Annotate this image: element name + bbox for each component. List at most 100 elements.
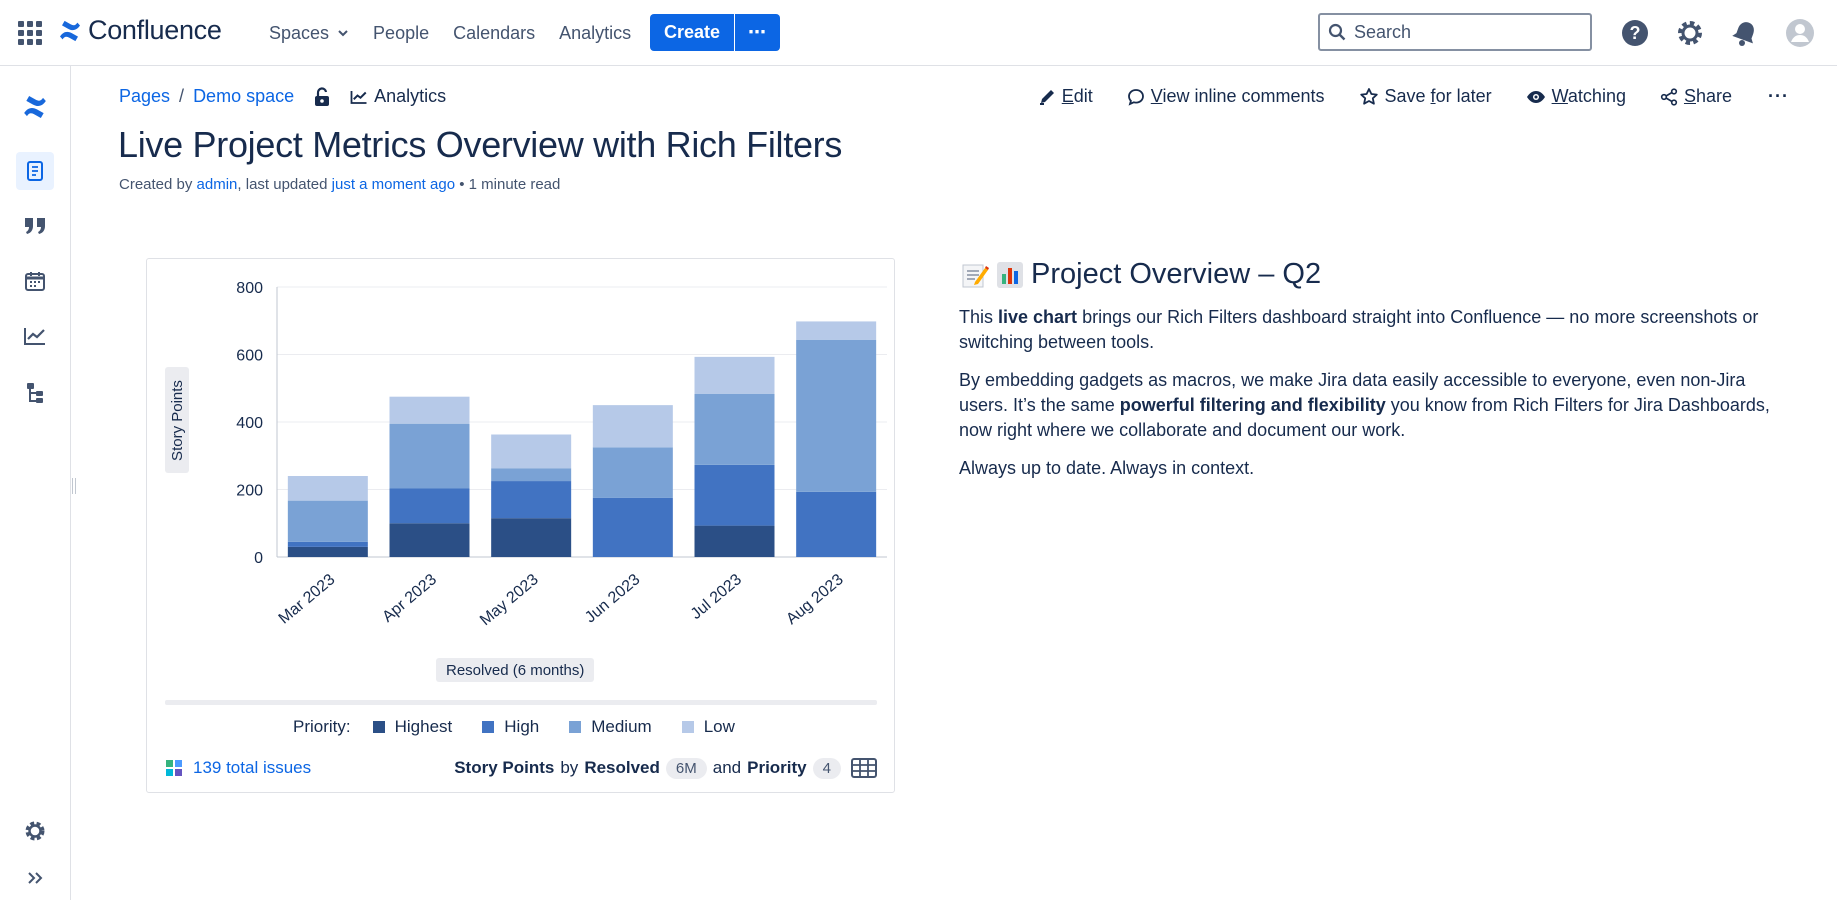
chart-legend: Priority: Highest High Medium Low [293, 717, 765, 737]
legend-item-highest[interactable]: Highest [372, 717, 452, 737]
overview-heading: Project Overview – Q2 [959, 258, 1789, 291]
calendar-icon[interactable] [16, 262, 54, 300]
bar-chart-icon [997, 261, 1023, 288]
bar-segment[interactable] [491, 481, 572, 519]
legend-swatch [569, 721, 582, 733]
bar-segment[interactable] [694, 525, 775, 557]
gear-icon[interactable] [1672, 15, 1707, 50]
legend-item-medium[interactable]: Medium [569, 717, 652, 737]
and-label: and [712, 758, 742, 777]
bar-segment[interactable] [287, 500, 368, 542]
watching-button[interactable]: Watching [1526, 86, 1626, 107]
bar-segment[interactable] [796, 491, 877, 557]
x-tick-label: Jul 2023 [688, 571, 745, 623]
nav-people[interactable]: People [361, 0, 441, 66]
bar-segment[interactable] [389, 423, 470, 489]
bar-segment[interactable] [491, 468, 572, 482]
chart-footer: 139 total issues Story Points by Resolve… [165, 754, 877, 782]
x-tick-label: Mar 2023 [276, 571, 339, 628]
bar-segment[interactable] [287, 546, 368, 557]
bar-segment[interactable] [389, 488, 470, 524]
text: brings our Rich Filters dashboard straig… [959, 307, 1759, 352]
x-axis-label[interactable]: Resolved (6 months) [436, 658, 595, 682]
bar-segment[interactable] [796, 339, 877, 492]
primary-nav: Spaces People Calendars Analytics [257, 0, 643, 66]
nav-calendars-label: Calendars [453, 22, 536, 43]
table-view-icon[interactable] [851, 758, 877, 778]
view-inline-comments-button[interactable]: View inline comments [1127, 86, 1325, 107]
bar-segment[interactable] [694, 356, 775, 394]
by-label: by [560, 758, 579, 777]
bell-icon[interactable] [1727, 15, 1762, 50]
share-button[interactable]: Share [1660, 86, 1732, 107]
save-label-a: Save [1384, 86, 1431, 106]
x-tick-label: Apr 2023 [379, 571, 440, 626]
text: By embedding gadgets as macros, we make … [959, 370, 1746, 415]
bar-segment[interactable] [592, 447, 673, 498]
expand-sidebar-icon[interactable] [16, 859, 54, 897]
legend-item-high[interactable]: High [482, 717, 539, 737]
total-issues-link[interactable]: 139 total issues [165, 758, 311, 778]
bar-segment[interactable] [694, 464, 775, 526]
hierarchy-icon[interactable] [16, 374, 54, 412]
share-label-accesskey: S [1683, 86, 1696, 106]
space-logo-icon[interactable] [16, 88, 54, 126]
confluence-logo[interactable]: Confluence [58, 15, 222, 46]
star-icon [1359, 87, 1378, 105]
legend-swatch [372, 721, 385, 733]
bar-segment[interactable] [796, 321, 877, 340]
bar-segment[interactable] [389, 396, 470, 424]
nav-spaces[interactable]: Spaces [257, 0, 361, 66]
app-switcher-icon[interactable] [18, 21, 42, 45]
memo-icon [962, 264, 989, 287]
nav-analytics[interactable]: Analytics [547, 0, 643, 66]
byline-author-link[interactable]: admin [196, 176, 238, 193]
nav-analytics-label: Analytics [559, 22, 632, 43]
save-for-later-button[interactable]: Save for later [1359, 86, 1492, 107]
legend-item-low[interactable]: Low [681, 717, 735, 737]
bar-segment[interactable] [491, 518, 572, 557]
breadcrumb-space-link[interactable]: Demo space [193, 86, 295, 106]
unlock-icon[interactable] [313, 86, 331, 107]
overview-paragraph-3: Always up to date. Always in context. [959, 458, 1255, 478]
more-actions-button[interactable]: ··· [1768, 86, 1789, 106]
breadcrumb-pages-link[interactable]: Pages [119, 86, 171, 106]
bar-segment[interactable] [287, 541, 368, 547]
create-more-button[interactable]: ⋯ [735, 14, 781, 51]
bar-segment[interactable] [287, 476, 368, 501]
y-axis-label[interactable]: Story Points [165, 367, 189, 473]
edit-label-accesskey: E [1061, 86, 1074, 106]
sidebar-resize-handle[interactable] [72, 478, 76, 494]
breadcrumb-analytics[interactable]: Analytics [350, 86, 446, 107]
pencil-icon [1039, 89, 1054, 105]
nav-calendars[interactable]: Calendars [441, 0, 547, 66]
bar-segment[interactable] [389, 523, 470, 557]
svg-text:?: ? [1629, 23, 1640, 43]
pages-icon[interactable] [16, 152, 54, 190]
create-button-group: Create ⋯ [650, 14, 781, 51]
group-count-badge[interactable]: 4 [812, 757, 841, 779]
byline-time-link[interactable]: just a moment ago [331, 176, 456, 193]
legend-label: Low [703, 717, 735, 736]
dimension-count-badge[interactable]: 6M [665, 757, 707, 779]
help-icon[interactable]: ? [1617, 15, 1652, 50]
create-button[interactable]: Create [650, 14, 736, 51]
eye-icon [1526, 90, 1545, 103]
space-settings-icon[interactable] [16, 812, 54, 850]
bar-segment[interactable] [592, 405, 673, 448]
avatar-icon[interactable] [1782, 15, 1817, 50]
save-label-accesskey: f [1430, 86, 1436, 106]
bar-segment[interactable] [592, 497, 673, 557]
edit-button[interactable]: Edit [1038, 86, 1093, 107]
search-box[interactable] [1318, 13, 1592, 51]
bar-segment[interactable] [491, 434, 572, 469]
search-input[interactable] [1354, 21, 1574, 43]
x-tick-label: May 2023 [477, 571, 542, 629]
analytics-icon [350, 90, 367, 104]
bar-segment[interactable] [694, 393, 775, 465]
quote-icon[interactable] [16, 207, 54, 245]
comments-label: View inline comments [1151, 86, 1325, 107]
app-name: Confluence [88, 15, 222, 45]
analytics-icon[interactable] [16, 317, 54, 355]
legend-swatch [681, 721, 694, 733]
